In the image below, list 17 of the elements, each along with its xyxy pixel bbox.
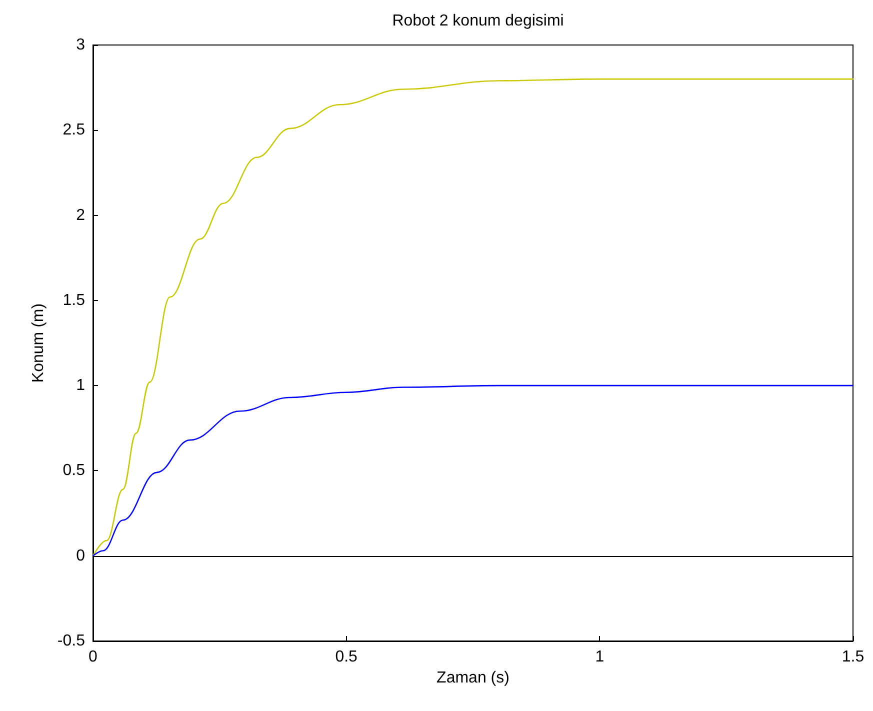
line-series <box>92 78 854 557</box>
y-tick-label: 0 <box>76 547 86 564</box>
x-tick-label: 1.5 <box>842 648 864 666</box>
y-tick-label: 3 <box>76 36 86 54</box>
y-tick-label: 1 <box>76 377 86 394</box>
y-axis-title: Konum (m) <box>30 303 48 383</box>
x-tick-label: 0 <box>88 648 98 666</box>
y-tick-label: -0.5 <box>57 632 86 650</box>
y-tick-label: 2.5 <box>62 122 86 139</box>
y-tick-label: 2 <box>76 206 86 224</box>
line-series <box>92 384 854 557</box>
x-tick-label: 1 <box>595 648 604 666</box>
y-tick-label: 0.5 <box>62 462 86 480</box>
x-axis-title: Zaman (s) <box>436 669 510 686</box>
x-tick-label: 0.5 <box>335 648 358 666</box>
chart-title: Robot 2 konum degisimi <box>392 12 564 30</box>
y-tick-label: 1.5 <box>62 292 86 309</box>
